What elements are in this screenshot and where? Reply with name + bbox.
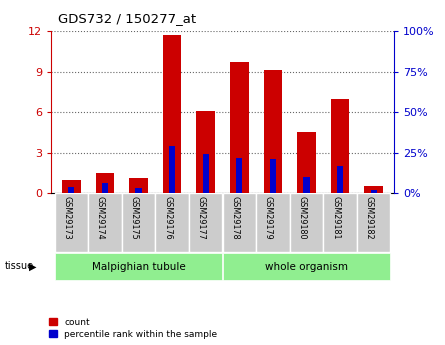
Text: GSM29173: GSM29173: [62, 196, 71, 239]
Bar: [69, 187, 74, 193]
Text: ▶: ▶: [29, 262, 36, 271]
Bar: [290, 193, 323, 252]
Bar: [163, 35, 182, 193]
Text: GSM29179: GSM29179: [264, 196, 273, 239]
Bar: [202, 154, 209, 193]
Bar: [122, 193, 155, 252]
Bar: [169, 146, 175, 193]
Bar: [222, 193, 256, 252]
Bar: [196, 111, 215, 193]
Bar: [62, 180, 81, 193]
Bar: [331, 99, 349, 193]
Text: GSM29175: GSM29175: [129, 196, 138, 239]
Bar: [55, 193, 88, 252]
Bar: [270, 159, 276, 193]
Bar: [102, 184, 108, 193]
Text: tissue: tissue: [4, 262, 33, 271]
Bar: [155, 193, 189, 252]
Bar: [129, 178, 148, 193]
Text: GSM29174: GSM29174: [96, 196, 105, 239]
Bar: [357, 193, 390, 252]
Text: GSM29180: GSM29180: [298, 196, 307, 239]
Text: GDS732 / 150277_at: GDS732 / 150277_at: [58, 12, 196, 25]
Bar: [371, 190, 377, 193]
Bar: [303, 177, 310, 193]
Bar: [263, 70, 282, 193]
Bar: [88, 193, 121, 252]
Bar: [337, 166, 343, 193]
Bar: [324, 193, 357, 252]
Bar: [135, 188, 142, 193]
Bar: [189, 193, 222, 252]
Bar: [55, 253, 222, 280]
Text: GSM29182: GSM29182: [364, 196, 374, 239]
Text: GSM29181: GSM29181: [331, 196, 340, 239]
Bar: [222, 253, 390, 280]
Text: whole organism: whole organism: [265, 262, 348, 272]
Text: Malpighian tubule: Malpighian tubule: [92, 262, 186, 272]
Bar: [297, 132, 316, 193]
Bar: [236, 158, 243, 193]
Text: GSM29176: GSM29176: [163, 196, 172, 239]
Bar: [256, 193, 290, 252]
Bar: [96, 173, 114, 193]
Text: GSM29177: GSM29177: [197, 196, 206, 239]
Legend: count, percentile rank within the sample: count, percentile rank within the sample: [49, 318, 218, 339]
Bar: [364, 186, 383, 193]
Text: GSM29178: GSM29178: [231, 196, 239, 239]
Bar: [230, 62, 249, 193]
